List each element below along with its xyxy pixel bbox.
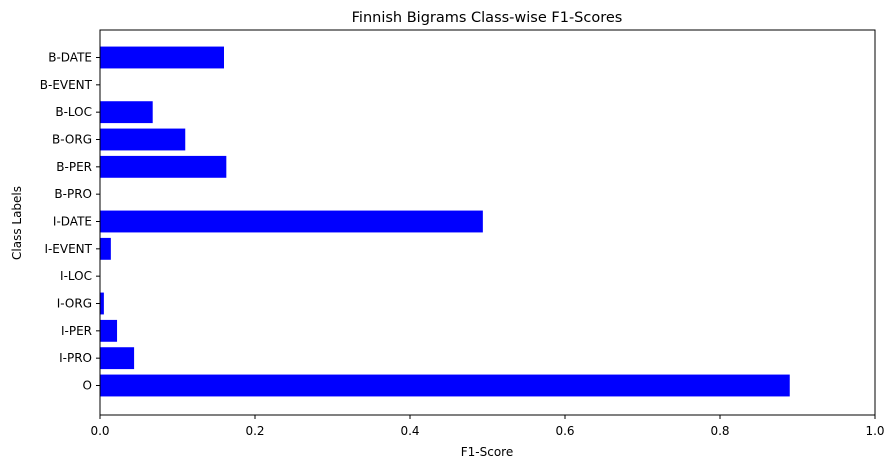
bars-group [100, 46, 790, 397]
x-tick-label-1: 0.2 [245, 424, 264, 438]
bar-i-per [100, 319, 118, 342]
bar-i-pro [100, 347, 135, 370]
x-axis-label: F1-Score [461, 445, 513, 459]
x-tick-label-3: 0.6 [555, 424, 574, 438]
x-tick-label-0: 0.0 [90, 424, 109, 438]
bar-b-org [100, 128, 186, 151]
y-tick-label-b-org: B-ORG [52, 133, 92, 147]
bar-i-org [100, 292, 104, 315]
x-tick-label-5: 1.0 [865, 424, 884, 438]
y-tick-label-b-event: B-EVENT [40, 78, 93, 92]
y-tick-label-i-event: I-EVENT [44, 242, 92, 256]
y-tick-label-i-loc: I-LOC [60, 269, 92, 283]
bar-b-date [100, 46, 224, 69]
y-axis: O I-PRO I-PER I-ORG I-LOC I-EVENT I-DATE B-PRO B… [40, 51, 100, 393]
y-tick-label-i-per: I-PER [61, 324, 92, 338]
bar-b-per [100, 155, 227, 178]
bar-i-date [100, 210, 483, 233]
y-tick-label-i-pro: I-PRO [59, 351, 92, 365]
y-tick-label-b-pro: B-PRO [54, 187, 92, 201]
x-axis: 0.0 0.2 0.4 0.6 0.8 1.0 [90, 415, 885, 438]
x-tick-label-4: 0.8 [710, 424, 729, 438]
y-tick-label-i-org: I-ORG [57, 297, 92, 311]
x-tick-label-2: 0.4 [400, 424, 419, 438]
y-tick-label-b-per: B-PER [56, 160, 92, 174]
plot-frame [99, 29, 876, 416]
bar-i-event [100, 237, 111, 260]
bar-b-loc [100, 101, 153, 124]
y-tick-label-i-date: I-DATE [53, 215, 92, 229]
y-axis-label: Class Labels [10, 186, 24, 260]
chart-title: Finnish Bigrams Class-wise F1-Scores [352, 10, 623, 26]
y-tick-label-b-date: B-DATE [48, 51, 92, 65]
y-tick-label-o: O [83, 379, 92, 393]
bar-o [100, 374, 790, 397]
y-tick-label-b-loc: B-LOC [55, 105, 92, 119]
